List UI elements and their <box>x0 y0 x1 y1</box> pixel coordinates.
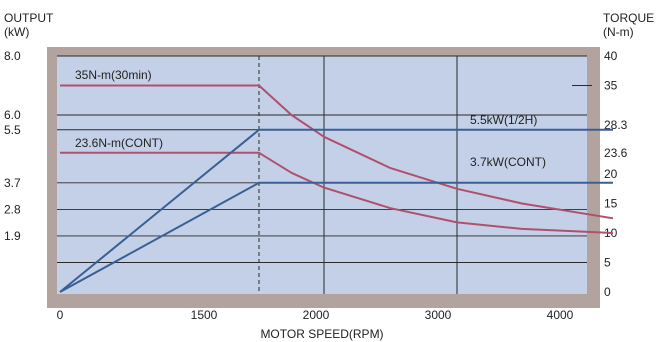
x-tick-label: 0 <box>57 308 64 322</box>
left-tick-label: 2.8 <box>4 202 21 216</box>
x-tick-label: 2000 <box>303 308 330 322</box>
right-tick-label: 40 <box>604 49 618 63</box>
series-curves <box>59 84 614 293</box>
right-tick-label: 0 <box>604 285 611 299</box>
left-tick-label: 6.0 <box>4 108 21 122</box>
right-tick-label: 5 <box>604 256 611 270</box>
right-axis-title-line2: (N-m) <box>603 25 634 39</box>
plot-area <box>57 56 587 294</box>
series-torque-35n-m-30min- <box>60 84 614 220</box>
left-tick-label: 5.5 <box>4 123 21 137</box>
right-axis-title-line1: TORQUE <box>603 11 654 25</box>
annotation-torque-30min: 35N-m(30min) <box>75 68 152 82</box>
x-tick-label: 1500 <box>191 308 218 322</box>
left-axis-title-line1: OUTPUT <box>4 11 54 25</box>
right-tick-label: 28.3 <box>604 118 628 132</box>
annotation-torque-cont: 23.6N-m(CONT) <box>75 136 163 150</box>
left-tick-label: 1.9 <box>4 229 21 243</box>
x-axis-title: MOTOR SPEED(RPM) <box>260 327 383 341</box>
x-tick-label: 4000 <box>547 308 574 322</box>
left-tick-label: 8.0 <box>4 49 21 63</box>
series-power-3-7kw-cont- <box>59 181 613 293</box>
x-tick-label: 3000 <box>425 308 452 322</box>
right-tick-label: 23.6 <box>604 146 628 160</box>
left-tick-label: 3.7 <box>4 176 21 190</box>
annotation-power-half-hour: 5.5kW(1/2H) <box>470 113 537 127</box>
right-tick-label: 20 <box>604 167 618 181</box>
x-axis-ticks: 0 1500 2000 3000 4000 <box>57 308 574 322</box>
series-torque-23-6n-m-cont- <box>60 151 614 234</box>
right-tick-label: 35 <box>604 79 618 93</box>
left-axis-ticks: 8.0 6.05.5 3.7 2.8 1.9 <box>4 49 21 243</box>
right-tick-label: 15 <box>604 197 618 211</box>
annotation-power-cont: 3.7kW(CONT) <box>470 155 546 169</box>
left-axis-title-line2: (kW) <box>4 25 29 39</box>
series-power-5-5kw-1-2h- <box>59 128 613 293</box>
